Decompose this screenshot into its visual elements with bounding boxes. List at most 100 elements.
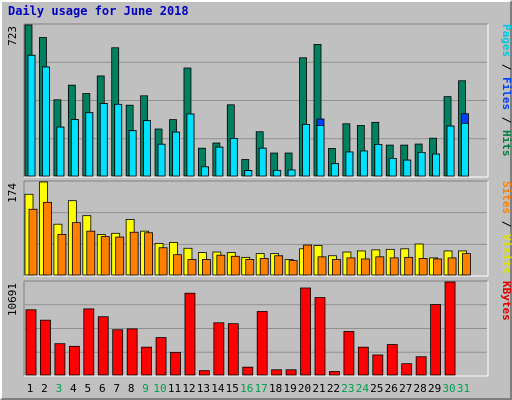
sites-bar <box>303 244 312 276</box>
sites-bar <box>129 231 139 276</box>
sites-bar <box>317 256 327 276</box>
pages-bar <box>258 147 267 177</box>
sites-bar <box>418 258 428 276</box>
kbytes-bar <box>300 287 311 376</box>
kbytes-bar <box>213 322 225 376</box>
kbytes-bar <box>184 292 196 376</box>
kbytes-bar <box>271 369 283 376</box>
sites-bar <box>462 253 471 276</box>
pages-bar <box>42 66 50 177</box>
day-label: 1 <box>27 382 34 395</box>
day-label: 6 <box>99 382 106 395</box>
sites-bar <box>216 254 226 276</box>
kbytes-bar <box>372 354 384 376</box>
day-label: 26 <box>385 382 398 395</box>
pages-bar <box>200 166 209 177</box>
pages-bar <box>99 103 108 177</box>
legend-entry: Sites <box>500 181 512 214</box>
sites-bar <box>389 257 399 276</box>
max-value-label: 174 <box>6 183 19 203</box>
day-label: 10 <box>153 382 166 395</box>
kbytes-bar <box>126 328 138 376</box>
pages-bar <box>432 153 441 177</box>
sites-bar <box>187 259 197 276</box>
day-label: 20 <box>298 382 311 395</box>
day-label: 3 <box>56 382 63 395</box>
day-label: 27 <box>399 382 412 395</box>
pages-bar <box>374 144 383 177</box>
day-label: 24 <box>356 382 370 395</box>
kbytes-bar <box>112 329 124 376</box>
day-label: 31 <box>457 382 470 395</box>
sites-bar <box>115 236 125 276</box>
series-legend: KBytes <box>500 281 512 321</box>
sites-bar <box>259 258 269 276</box>
kbytes-bar <box>386 344 398 376</box>
pages-bar <box>70 119 79 177</box>
kbytes-bar <box>357 346 369 376</box>
kbytes-bar <box>68 345 80 376</box>
day-label: 2 <box>41 382 48 395</box>
legend-separator: / <box>500 110 512 130</box>
pages-bar <box>345 151 354 177</box>
legend-entry: Pages <box>500 24 512 57</box>
day-label: 15 <box>226 382 239 395</box>
sites-bar <box>346 257 356 276</box>
sites-bar <box>144 232 154 276</box>
sites-bar <box>57 233 67 276</box>
kbytes-bar <box>170 351 181 376</box>
day-label: 28 <box>414 382 427 395</box>
legend-entry: KBytes <box>500 281 512 321</box>
pages-bar <box>461 122 469 177</box>
chart-title: Daily usage for June 2018 <box>8 4 189 18</box>
kbytes-bar <box>83 308 95 376</box>
pages-bar <box>359 150 368 177</box>
pages-bar <box>273 169 282 177</box>
sites-bar <box>447 257 457 276</box>
series-legend: Pages / Files / Hits <box>500 24 512 157</box>
pages-bar <box>215 146 224 177</box>
kbytes-bar <box>430 304 442 376</box>
kbytes-bar <box>285 369 297 376</box>
kbytes-bar <box>343 331 355 376</box>
day-label: 12 <box>182 382 195 395</box>
pages-bar <box>388 158 397 177</box>
sites-bar <box>360 258 370 276</box>
sites-bar <box>332 259 341 276</box>
day-label: 9 <box>142 382 149 395</box>
kbytes-bar <box>401 363 413 376</box>
pages-bar <box>417 151 426 177</box>
day-label: 25 <box>370 382 383 395</box>
pages-bar <box>244 170 253 177</box>
sites-bar <box>245 259 255 276</box>
sites-bar <box>375 256 385 276</box>
kbytes-bar <box>314 297 326 376</box>
day-label: 7 <box>113 382 120 395</box>
day-label: 5 <box>84 382 91 395</box>
kbytes-bar <box>415 356 427 376</box>
kbytes-bar <box>256 311 268 376</box>
kbytes-bar <box>54 343 66 376</box>
pages-bar <box>316 125 325 177</box>
legend-entry: Files <box>500 77 512 110</box>
kbytes-bar <box>25 309 37 376</box>
day-label: 17 <box>255 382 268 395</box>
sites-bar <box>158 247 168 276</box>
kbytes-bar <box>141 346 153 376</box>
day-label: 22 <box>327 382 340 395</box>
pages-bar <box>172 131 180 177</box>
day-label: 4 <box>70 382 77 395</box>
day-label: 11 <box>168 382 181 395</box>
pages-bar <box>302 124 310 177</box>
sites-bar <box>173 254 182 276</box>
pages-bar <box>85 112 94 177</box>
kbytes-bar <box>97 316 109 376</box>
kbytes-bar <box>329 371 340 376</box>
day-label: 8 <box>128 382 135 395</box>
pages-bar <box>403 159 412 177</box>
sites-bar <box>100 236 110 276</box>
legend-separator: / <box>500 214 512 234</box>
day-label: 30 <box>442 382 455 395</box>
kbytes-bar <box>227 323 239 376</box>
day-label: 29 <box>428 382 441 395</box>
